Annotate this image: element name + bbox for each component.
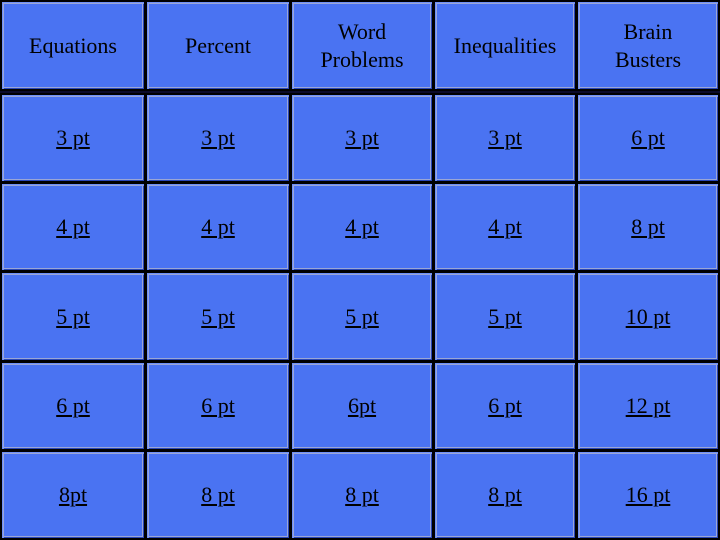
tile-inequalities-row1[interactable]: 3 pt (433, 93, 577, 183)
tile-brain-busters-row2[interactable]: 8 pt (576, 182, 720, 272)
tile-inequalities-row5[interactable]: 8 pt (433, 450, 577, 540)
tile-brain-busters-row1[interactable]: 6 pt (576, 93, 720, 183)
tile-percent-row4[interactable]: 6 pt (145, 361, 291, 451)
tile-equations-row1[interactable]: 3 pt (0, 93, 146, 183)
tile-brain-busters-row5[interactable]: 16 pt (576, 450, 720, 540)
tile-equations-row4[interactable]: 6 pt (0, 361, 146, 451)
tile-brain-busters-row3[interactable]: 10 pt (576, 271, 720, 362)
tile-percent-row5[interactable]: 8 pt (145, 450, 291, 540)
tile-word-problems-row5[interactable]: 8 pt (290, 450, 434, 540)
tile-equations-row5[interactable]: 8pt (0, 450, 146, 540)
category-equations: Equations (0, 0, 146, 91)
tile-inequalities-row4[interactable]: 6 pt (433, 361, 577, 451)
tile-word-problems-row3[interactable]: 5 pt (290, 271, 434, 362)
tile-equations-row2[interactable]: 4 pt (0, 182, 146, 272)
tile-percent-row3[interactable]: 5 pt (145, 271, 291, 362)
category-percent: Percent (145, 0, 291, 91)
tile-word-problems-row1[interactable]: 3 pt (290, 93, 434, 183)
tile-percent-row1[interactable]: 3 pt (145, 93, 291, 183)
category-inequalities: Inequalities (433, 0, 577, 91)
tile-equations-row3[interactable]: 5 pt (0, 271, 146, 362)
tile-word-problems-row4[interactable]: 6pt (290, 361, 434, 451)
category-word-problems: Word Problems (290, 0, 434, 91)
category-brain-busters: Brain Busters (576, 0, 720, 91)
tile-inequalities-row3[interactable]: 5 pt (433, 271, 577, 362)
tile-brain-busters-row4[interactable]: 12 pt (576, 361, 720, 451)
tile-word-problems-row2[interactable]: 4 pt (290, 182, 434, 272)
tile-inequalities-row2[interactable]: 4 pt (433, 182, 577, 272)
tile-percent-row2[interactable]: 4 pt (145, 182, 291, 272)
